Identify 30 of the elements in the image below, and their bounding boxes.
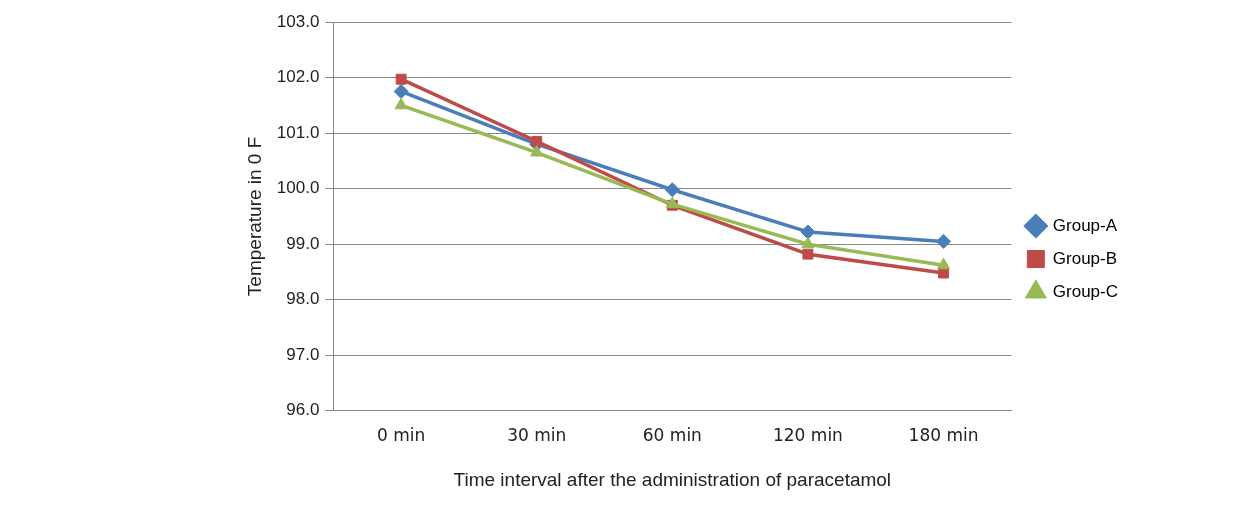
- point: [393, 83, 409, 99]
- point: [936, 233, 952, 249]
- y-tick-label: 97.0: [286, 344, 320, 364]
- y-tick-label: 98.0: [286, 289, 320, 309]
- x-tick-label: 120 min: [772, 425, 843, 446]
- x-tick-label: 180 min: [908, 425, 979, 446]
- point: [938, 267, 949, 279]
- point: [936, 257, 951, 270]
- y-tick-label: 99.0: [286, 233, 320, 253]
- y-tick-label: 103.0: [276, 11, 320, 31]
- x-tick-label: 0 min: [377, 425, 426, 446]
- x-tick-label: 60 min: [642, 425, 702, 446]
- point: [800, 224, 816, 240]
- point: [664, 182, 680, 198]
- x-tick-label: 30 min: [507, 425, 567, 446]
- y-tick-label: 100.0: [276, 178, 320, 198]
- y-axis-title: Temperature in 0 F: [243, 136, 265, 297]
- y-tick-label: 102.0: [276, 67, 320, 87]
- y-tick-label: 96.0: [286, 400, 320, 420]
- point: [395, 73, 407, 85]
- legend-label: Group-C: [1052, 281, 1118, 301]
- point: [802, 248, 814, 260]
- legend-label: Group-B: [1052, 248, 1118, 268]
- point: [530, 145, 544, 157]
- point: [531, 135, 543, 147]
- x-axis-title: Time interval after the administration of paracetamol: [453, 468, 892, 490]
- point: [394, 97, 408, 110]
- y-tick-label: 101.0: [276, 122, 320, 142]
- point: [801, 236, 815, 249]
- legend-label: Group-A: [1052, 215, 1118, 235]
